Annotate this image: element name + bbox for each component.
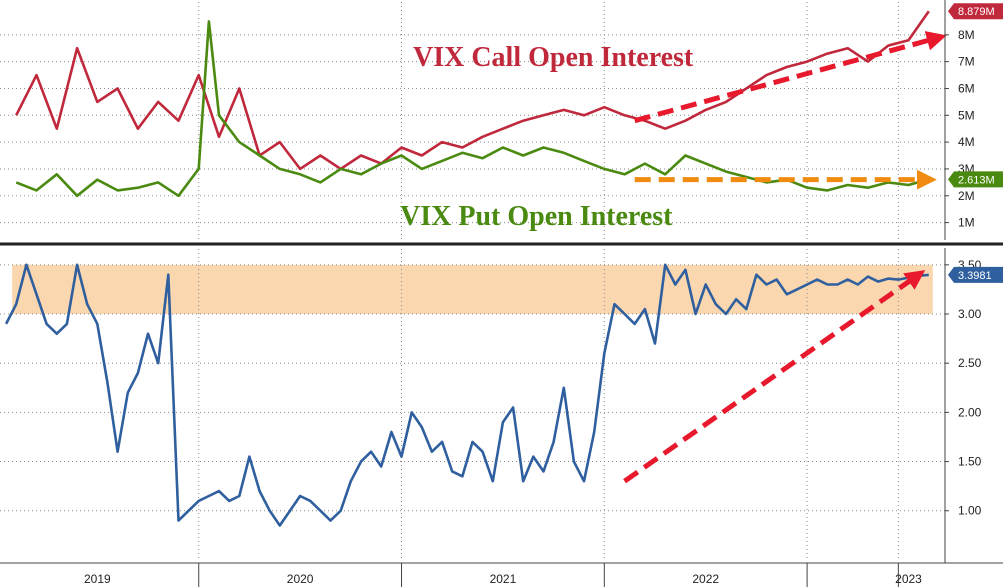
x-axis: 2019 2020 2021 2022 2023: [84, 563, 922, 587]
top-value-badge: [948, 3, 1003, 20]
top-value-badge-label: 2.613M: [958, 174, 995, 186]
bottom-series: [4, 263, 929, 527]
top-y-tick-label: 7M: [958, 55, 975, 69]
top-series-line-0: [15, 10, 930, 171]
bottom-y-tick-label: 2.00: [958, 405, 982, 419]
bottom-y-tick-label: 1.50: [958, 455, 982, 469]
top-plot-background: [0, 0, 945, 240]
x-tick-label: 2020: [287, 572, 314, 586]
top-trend-arrows: [634, 31, 947, 190]
top-y-tick-label: 8M: [958, 28, 975, 42]
bottom-trend-arrows: [623, 270, 926, 484]
top-value-badges: 8.879M 2.613M: [948, 3, 1003, 188]
bottom-panel: 1.001.502.002.503.003.50 3.3981: [0, 249, 1003, 559]
bottom-y-tick-label: 3.00: [958, 307, 982, 321]
bottom-y-tick-label: 1.00: [958, 504, 982, 518]
top-y-tick-label: 2M: [958, 189, 975, 203]
top-series: [15, 10, 930, 198]
top-y-tick-label: 1M: [958, 216, 975, 230]
call-annotation: VIX Call Open Interest: [413, 42, 694, 73]
put-annotation: VIX Put Open Interest: [400, 201, 673, 232]
top-value-badge-label: 8.879M: [958, 6, 995, 18]
x-tick-label: 2019: [84, 572, 111, 586]
top-value-badge: [948, 171, 1003, 188]
bottom-series-line-0: [4, 263, 929, 527]
bottom-grid: [0, 249, 945, 559]
x-tick-label: 2023: [895, 572, 922, 586]
top-series-line-1: [15, 20, 930, 198]
bottom-y-tick-label: 2.50: [958, 356, 982, 370]
top-trend-arrow-0: [634, 31, 947, 124]
x-tick-label: 2022: [692, 572, 719, 586]
bottom-trend-arrow-0: [623, 270, 926, 484]
bottom-value-badges: 3.3981: [948, 266, 1003, 283]
top-y-tick-label: 6M: [958, 81, 975, 95]
top-y-tick-label: 4M: [958, 135, 975, 149]
bottom-value-badge-label: 3.3981: [958, 270, 992, 282]
x-tick-label: 2021: [490, 572, 517, 586]
bottom-value-badge: [948, 266, 1003, 283]
top-y-tick-label: 5M: [958, 108, 975, 122]
bottom-y-axis: 1.001.502.002.503.003.50: [945, 258, 982, 518]
